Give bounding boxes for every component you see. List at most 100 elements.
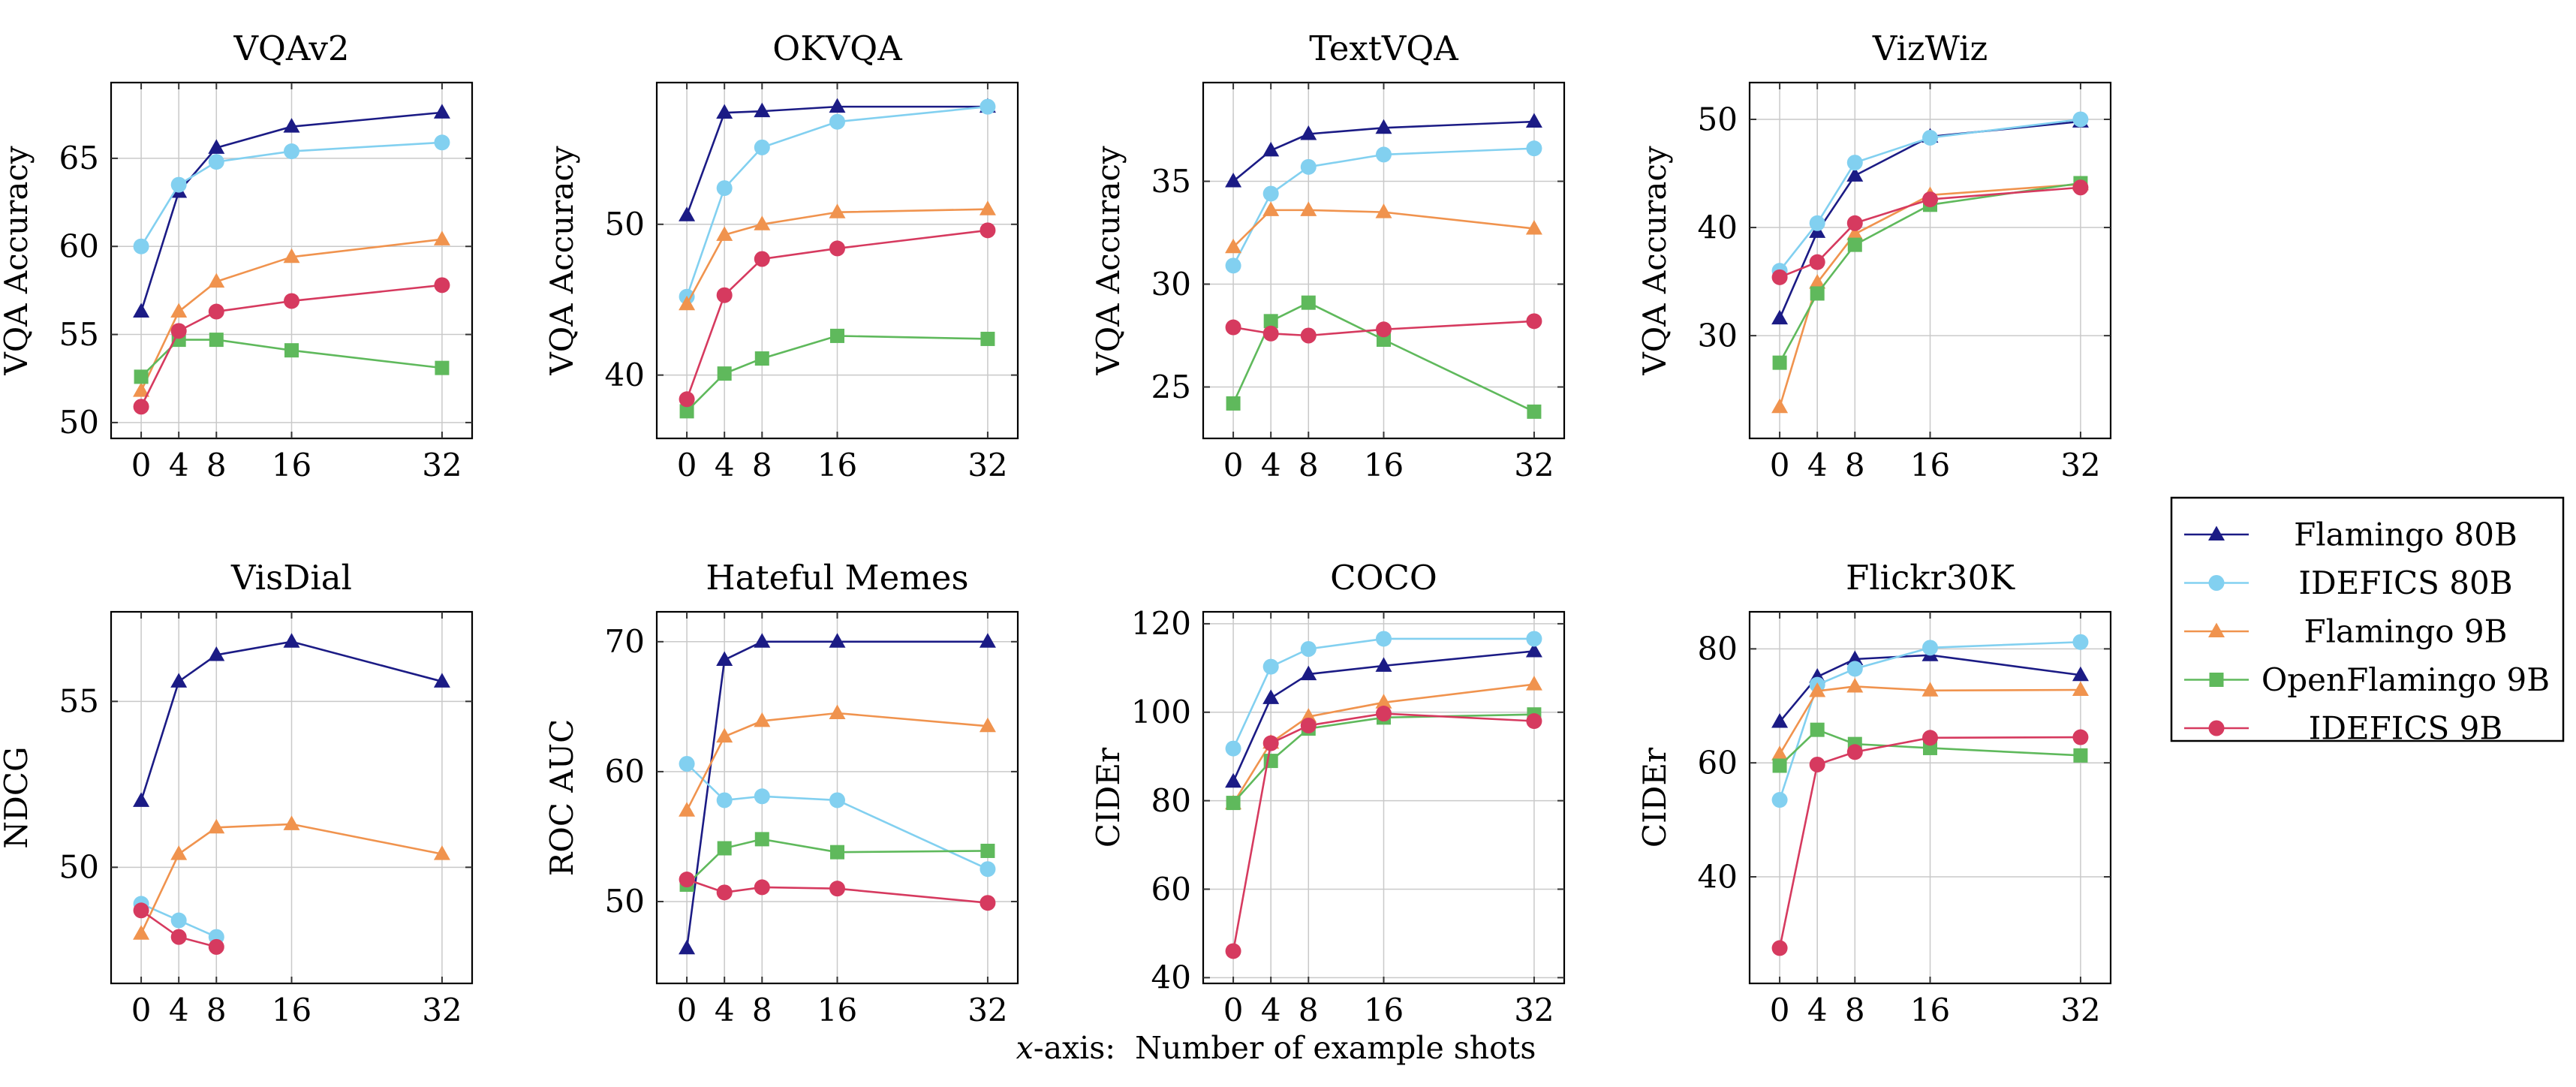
marker-triangle-flamingo-9b [133,382,150,397]
marker-triangle-flamingo-80b [283,118,300,133]
legend-marker-circle [2208,720,2225,736]
legend-entry-openflamingo-9b: OpenFlamingo 9B [2184,661,2550,698]
legend-label: IDEFICS 9B [2309,709,2503,746]
marker-circle-idefics-80b [1300,158,1317,175]
marker-circle-idefics-80b [829,113,845,130]
y-axis-label: VQA Accuracy [1636,146,1673,376]
y-tick-label: 50 [605,883,645,920]
marker-square-openflamingo-9b [830,328,844,343]
marker-circle-idefics-80b [1376,146,1392,163]
marker-circle-idefics-80b [1846,661,1863,677]
marker-triangle-flamingo-9b [829,704,846,719]
marker-square-openflamingo-9b [980,843,995,858]
marker-triangle-flamingo-80b [283,633,300,648]
marker-triangle-flamingo-9b [283,248,300,263]
marker-triangle-flamingo-9b [283,815,300,830]
legend-label: OpenFlamingo 9B [2262,661,2550,698]
x-tick-label: 16 [272,992,311,1028]
marker-circle-idefics-80b [1771,792,1788,808]
marker-triangle-flamingo-80b [1262,141,1280,157]
x-tick-label: 4 [1261,992,1281,1028]
marker-circle-idefics-9b [133,902,149,919]
y-tick-label: 60 [605,753,645,790]
x-tick-label: 16 [1910,447,1950,483]
marker-triangle-flamingo-9b [716,727,733,743]
marker-circle-idefics-9b [2072,179,2089,196]
legend-marker-square [2209,673,2224,687]
y-tick-label: 80 [1698,631,1738,667]
chart-title: VQAv2 [233,29,349,68]
marker-circle-idefics-80b [170,176,187,193]
marker-circle-idefics-9b [1262,735,1279,751]
marker-circle-idefics-9b [1809,756,1825,772]
y-tick-label: 60 [1698,744,1738,781]
x-tick-label: 32 [422,992,462,1028]
x-tick-label: 8 [1845,992,1865,1028]
marker-circle-idefics-80b [2072,634,2089,650]
x-tick-label: 32 [968,447,1007,483]
marker-square-openflamingo-9b [980,331,995,346]
chart-vizwiz: 0 4 8 16 32 30 40 50 VizWiz VQA Accuracy [1636,29,2112,483]
marker-square-openflamingo-9b [1301,295,1316,310]
marker-circle-idefics-9b [1526,313,1542,330]
x-tick-label: 32 [422,447,462,483]
marker-triangle-flamingo-9b [170,845,188,860]
legend-marker-triangle [2208,622,2225,637]
x-tick-label: 16 [817,992,857,1028]
marker-square-openflamingo-9b [1772,355,1787,370]
marker-circle-idefics-80b [1526,631,1542,647]
chart-flickr30k: 0 4 8 16 32 40 60 80 Flickr30K CIDEr [1636,558,2112,1028]
marker-circle-idefics-9b [829,240,845,257]
x-tick-label: 0 [677,447,697,483]
marker-circle-idefics-80b [434,134,450,151]
marker-circle-idefics-80b [679,756,695,772]
y-tick-label: 70 [605,623,645,660]
marker-triangle-flamingo-9b [754,712,771,727]
marker-circle-idefics-80b [754,139,770,155]
marker-triangle-flamingo-9b [433,230,450,245]
marker-triangle-flamingo-80b [829,633,846,648]
marker-square-openflamingo-9b [830,845,844,860]
marker-square-openflamingo-9b [435,360,450,375]
marker-circle-idefics-9b [1300,327,1317,344]
marker-circle-idefics-9b [1922,191,1938,208]
x-tick-label: 8 [1299,447,1319,483]
marker-square-openflamingo-9b [1527,404,1542,419]
marker-circle-idefics-80b [1526,140,1542,157]
legend: Flamingo 80B IDEFICS 80B Flamingo 9B OpenFl… [2170,496,2565,746]
legend-entry-flamingo-9b: Flamingo 9B [2184,613,2508,649]
marker-square-openflamingo-9b [1263,314,1278,329]
y-axis-label: CIDEr [1090,747,1127,848]
y-tick-label: 50 [1698,101,1738,137]
y-tick-label: 60 [59,228,99,265]
marker-triangle-flamingo-80b [1300,665,1317,681]
x-tick-label: 16 [817,447,857,483]
marker-triangle-flamingo-80b [433,673,450,688]
marker-triangle-flamingo-9b [1771,745,1789,760]
marker-triangle-flamingo-9b [1525,220,1542,235]
marker-triangle-flamingo-9b [754,215,771,230]
marker-circle-idefics-9b [980,895,996,911]
marker-triangle-flamingo-9b [1921,682,1939,697]
chart-vqav2: 0 4 8 16 32 50 55 60 65 VQAv2 VQA Accuracy [0,29,474,483]
marker-square-openflamingo-9b [134,369,149,384]
x-tick-label: 8 [206,992,227,1028]
x-tick-label: 8 [752,447,772,483]
y-tick-label: 55 [59,316,99,353]
marker-circle-idefics-80b [829,792,845,808]
marker-triangle-flamingo-9b [679,802,696,817]
marker-triangle-flamingo-9b [1262,201,1280,216]
marker-triangle-flamingo-80b [1846,167,1864,182]
marker-triangle-flamingo-9b [1375,203,1392,218]
y-axis-label: ROC AUC [543,719,580,876]
marker-triangle-flamingo-80b [1225,173,1242,188]
marker-triangle-flamingo-9b [1846,677,1864,693]
chart-visdial: 0 4 8 16 32 50 55 VisDial NDCG [0,558,474,1028]
marker-triangle-flamingo-9b [1525,676,1542,691]
marker-circle-idefics-80b [1922,640,1938,656]
marker-circle-idefics-9b [754,879,770,896]
y-tick-label: 35 [1151,163,1191,200]
marker-triangle-flamingo-9b [1375,694,1392,709]
